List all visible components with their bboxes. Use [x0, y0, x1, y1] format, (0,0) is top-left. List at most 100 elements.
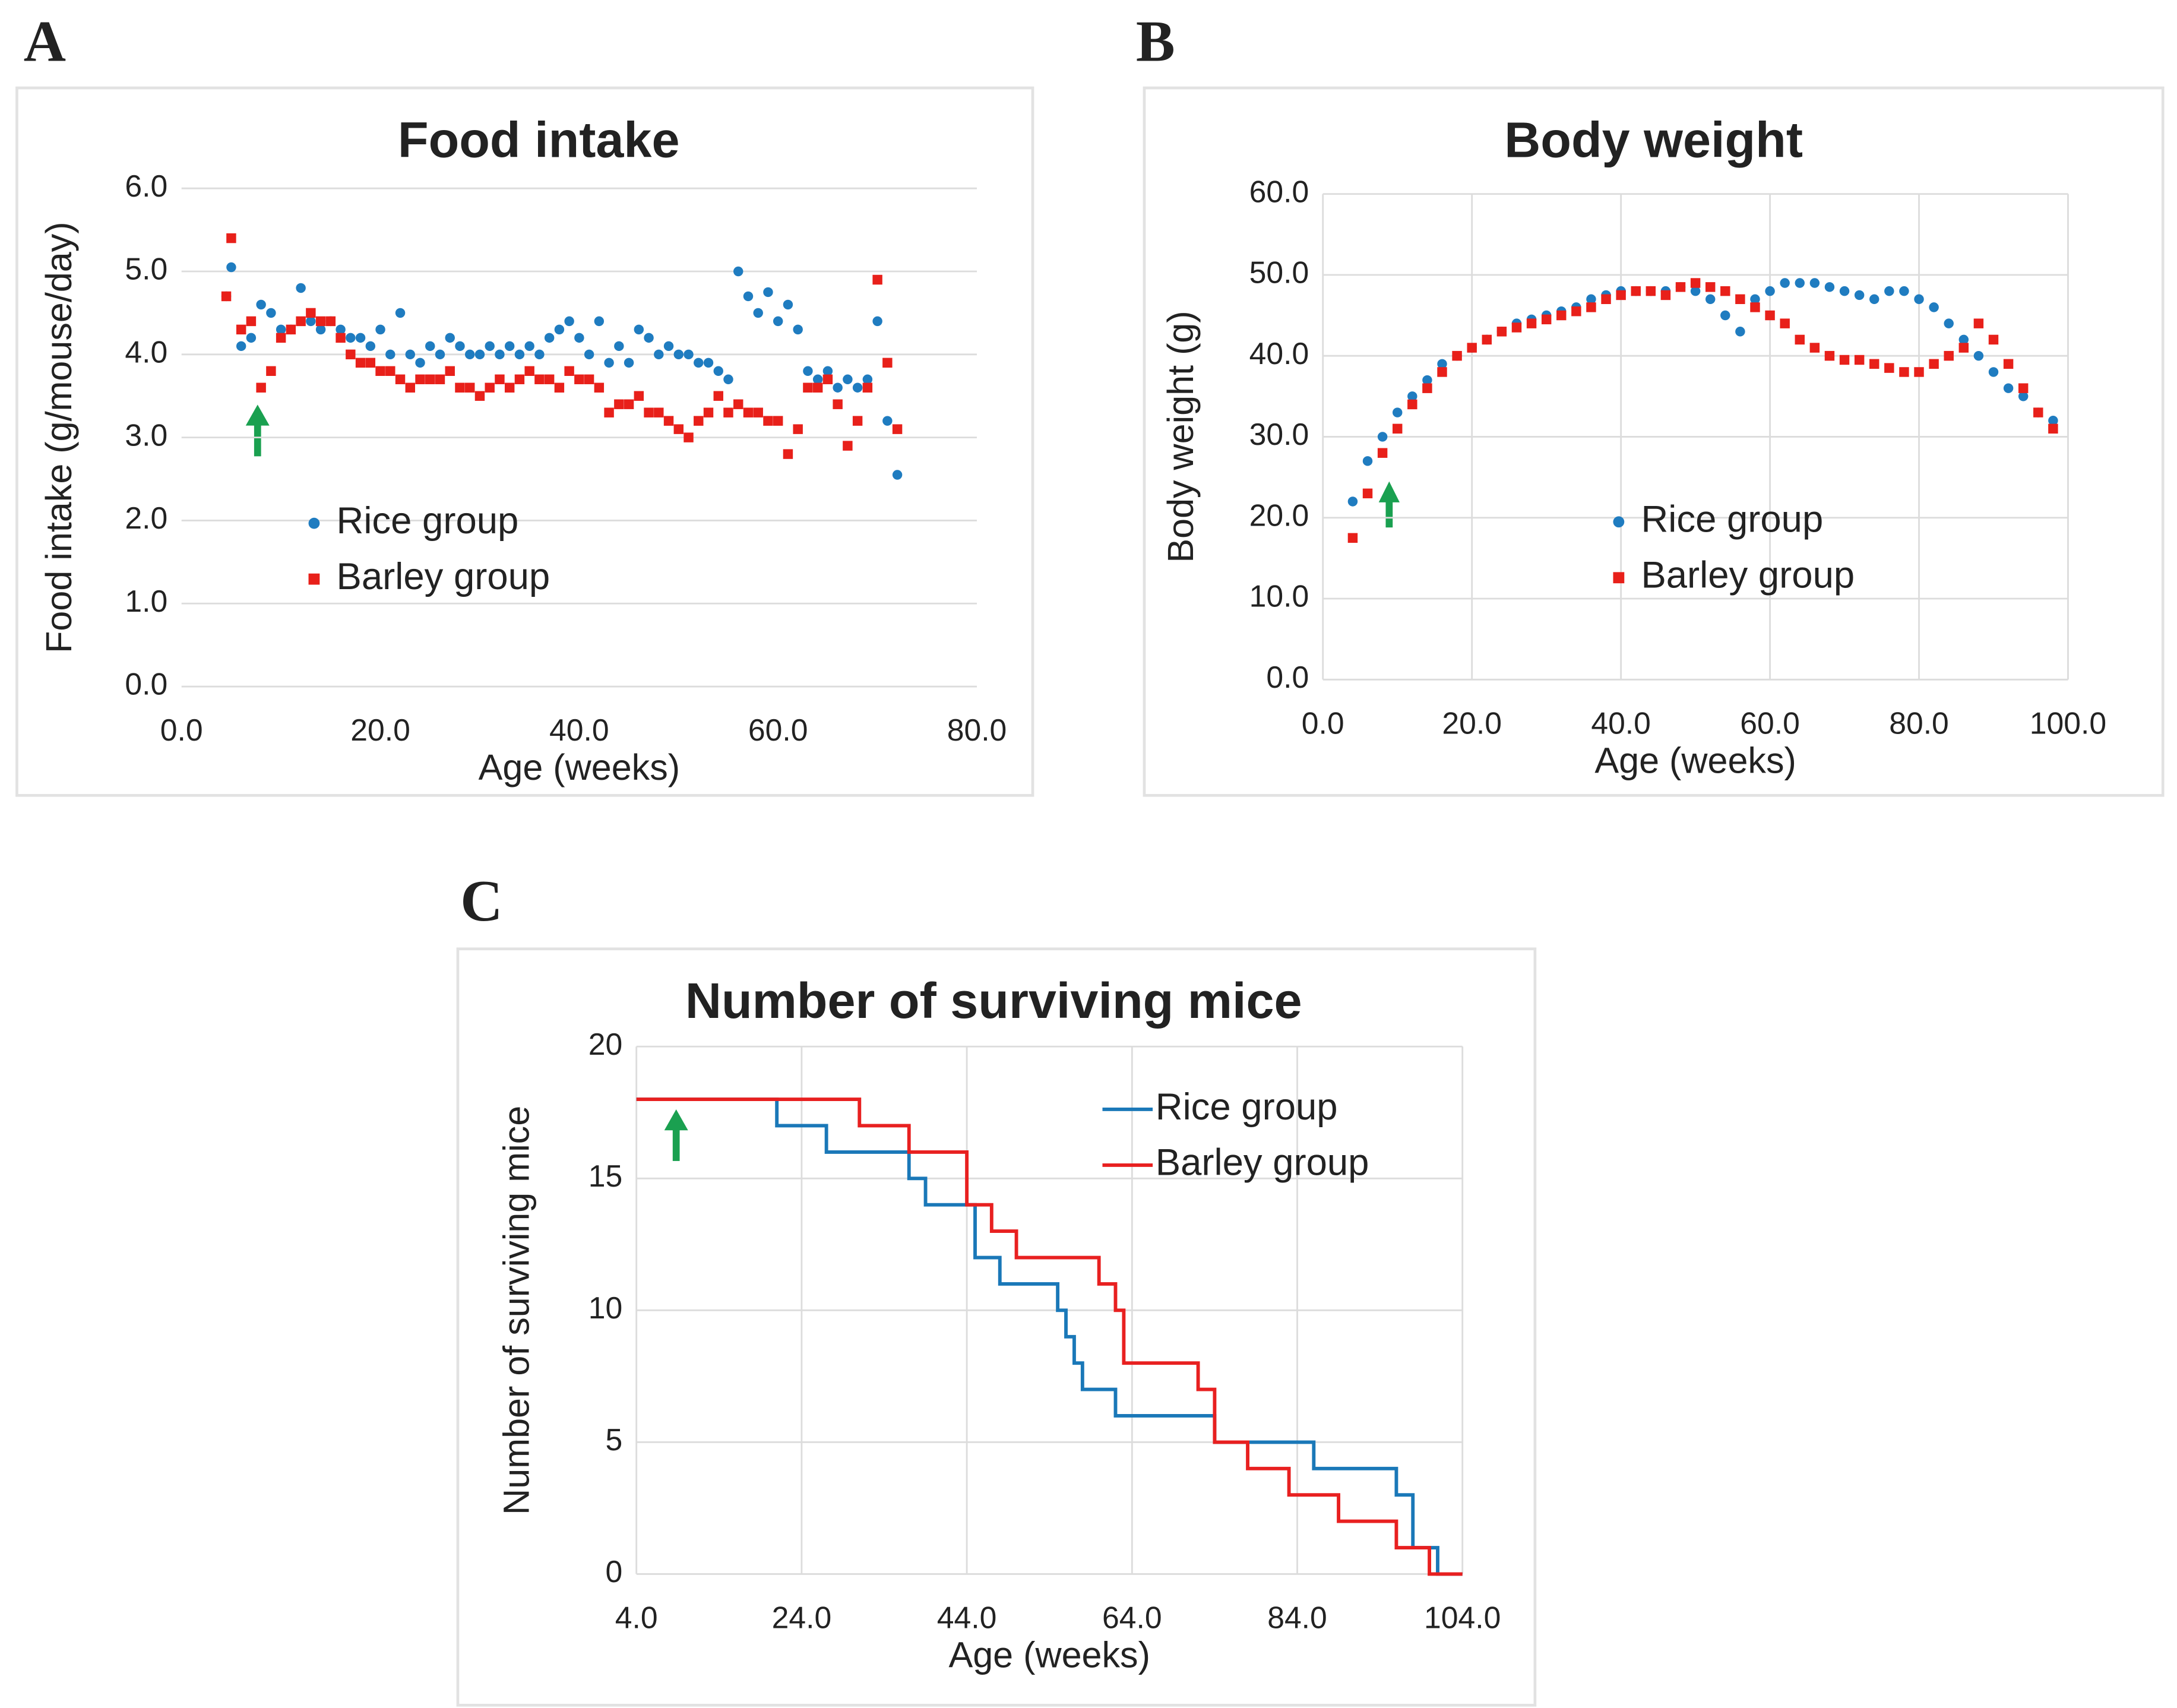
y-tick-label: 0 — [605, 1554, 622, 1589]
point — [355, 358, 366, 368]
point — [892, 424, 903, 434]
y-tick-label: 4.0 — [125, 334, 167, 369]
y-axis-label: Food intake (g/mouse/day) — [39, 222, 79, 653]
point — [1571, 306, 1581, 317]
point — [405, 382, 415, 393]
point — [1795, 334, 1805, 345]
point — [485, 341, 495, 352]
point — [385, 349, 395, 360]
point — [1452, 350, 1462, 361]
y-axis-label: Number of surviving mice — [496, 1106, 536, 1515]
point — [663, 416, 674, 426]
point — [395, 308, 406, 318]
point — [346, 349, 356, 360]
point — [733, 399, 743, 409]
y-tick-label: 0.0 — [125, 667, 167, 701]
y-tick-label: 20.0 — [1249, 498, 1309, 532]
y-tick-label: 10 — [588, 1291, 623, 1325]
point — [1854, 290, 1865, 301]
point — [236, 341, 246, 352]
point — [534, 374, 545, 384]
point — [1988, 367, 1999, 377]
point — [325, 316, 336, 327]
point — [763, 287, 773, 298]
x-tick-label: 24.0 — [772, 1601, 832, 1635]
point — [514, 349, 525, 360]
point — [793, 324, 803, 335]
point — [1899, 286, 1909, 296]
point — [574, 374, 584, 384]
point — [882, 416, 893, 426]
point — [315, 324, 326, 335]
x-tick-label: 44.0 — [937, 1601, 997, 1635]
point — [306, 308, 316, 318]
x-tick-label: 0.0 — [160, 713, 203, 747]
point — [743, 407, 754, 417]
x-tick-label: 20.0 — [350, 713, 410, 747]
point — [1616, 290, 1626, 301]
point — [286, 324, 296, 335]
point — [713, 366, 723, 377]
point — [833, 382, 843, 393]
point — [843, 374, 853, 384]
point — [1511, 322, 1522, 333]
y-axis-label: Body weight (g) — [1160, 311, 1201, 562]
point — [554, 324, 565, 335]
y-tick-label: 3.0 — [125, 417, 167, 452]
point — [1809, 343, 1820, 353]
point — [713, 391, 723, 401]
point — [1735, 294, 1745, 304]
point — [1601, 294, 1611, 304]
x-tick-label: 104.0 — [1424, 1601, 1501, 1635]
point — [1809, 278, 1820, 288]
point — [1437, 367, 1447, 377]
point — [1675, 282, 1686, 292]
point — [684, 432, 694, 442]
point — [296, 316, 306, 327]
legend-swatch — [1613, 516, 1625, 528]
point — [872, 274, 882, 285]
point — [1780, 318, 1790, 328]
point — [822, 366, 833, 377]
point — [1988, 334, 1999, 345]
y-tick-label: 1.0 — [125, 584, 167, 618]
point — [584, 374, 594, 384]
point — [445, 366, 455, 377]
point — [524, 366, 534, 377]
point — [1824, 350, 1835, 361]
point — [634, 324, 644, 335]
point — [485, 382, 495, 393]
y-tick-label: 50.0 — [1249, 255, 1309, 290]
point — [783, 449, 793, 459]
point — [793, 424, 803, 434]
point — [1705, 282, 1716, 292]
point — [1631, 286, 1641, 296]
panel-label: B — [1136, 10, 1175, 74]
point — [852, 416, 863, 426]
point — [365, 358, 376, 368]
point — [415, 374, 425, 384]
point — [1884, 363, 1894, 373]
point — [1496, 327, 1507, 337]
point — [624, 399, 634, 409]
point — [256, 299, 266, 310]
point — [1362, 488, 1373, 499]
point — [2048, 423, 2058, 434]
point — [763, 416, 773, 426]
point — [882, 358, 893, 368]
point — [1884, 286, 1894, 296]
point — [812, 382, 823, 393]
point — [822, 374, 833, 384]
point — [495, 349, 505, 360]
point — [1720, 310, 1730, 321]
point — [1392, 423, 1403, 434]
point — [415, 358, 425, 368]
point — [644, 333, 654, 343]
point — [1377, 432, 1388, 442]
point — [355, 333, 366, 343]
legend-swatch — [308, 517, 320, 529]
point — [634, 391, 644, 401]
legend-label: Rice group — [337, 500, 519, 542]
x-tick-label: 80.0 — [1889, 706, 1949, 740]
